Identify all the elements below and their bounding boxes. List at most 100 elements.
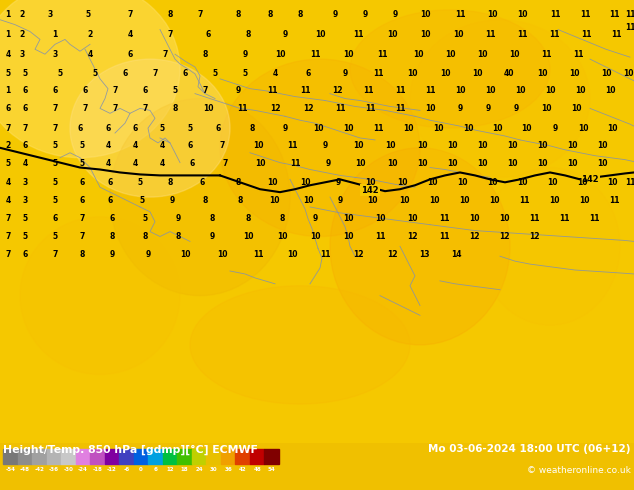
Text: 10: 10 [456, 178, 467, 187]
Text: 3: 3 [22, 196, 28, 204]
Text: 11: 11 [624, 10, 634, 19]
Bar [47, 449, 61, 464]
Text: 11: 11 [353, 30, 363, 39]
Text: 11: 11 [310, 49, 320, 59]
Bar [3, 449, 18, 464]
Text: 10: 10 [366, 196, 377, 204]
Text: 10: 10 [180, 250, 190, 259]
Text: 6: 6 [22, 86, 28, 95]
Text: 10: 10 [469, 214, 479, 223]
Text: 11: 11 [559, 214, 569, 223]
Text: 3: 3 [48, 10, 53, 19]
Text: 11: 11 [395, 104, 405, 113]
Text: 6: 6 [133, 123, 138, 133]
Text: 8: 8 [235, 178, 241, 187]
Text: 2: 2 [20, 30, 25, 39]
Text: 4: 4 [5, 178, 11, 187]
Text: 10: 10 [575, 86, 585, 95]
Text: 9: 9 [486, 104, 491, 113]
Text: 4: 4 [127, 30, 133, 39]
Text: 4: 4 [159, 141, 165, 150]
Text: 8: 8 [297, 10, 302, 19]
Text: 10: 10 [303, 196, 313, 204]
Text: 11: 11 [485, 30, 495, 39]
Text: 6: 6 [306, 70, 311, 78]
Text: 10: 10 [521, 123, 531, 133]
Text: 4: 4 [133, 141, 138, 150]
Text: 10: 10 [545, 86, 555, 95]
Text: 9: 9 [337, 196, 342, 204]
Text: 5: 5 [53, 141, 58, 150]
Bar [235, 449, 250, 464]
Text: 9: 9 [209, 232, 215, 241]
Text: 10: 10 [549, 196, 559, 204]
Text: 11: 11 [455, 10, 465, 19]
Ellipse shape [410, 20, 590, 177]
Text: -42: -42 [34, 466, 44, 472]
Text: 7: 7 [53, 104, 58, 113]
Text: 11: 11 [549, 30, 559, 39]
Text: -30: -30 [63, 466, 74, 472]
Text: 7: 7 [162, 49, 167, 59]
Text: 10: 10 [275, 49, 285, 59]
Text: -24: -24 [78, 466, 88, 472]
Text: 8: 8 [249, 123, 255, 133]
Text: 7: 7 [5, 123, 11, 133]
Text: 7: 7 [223, 159, 228, 168]
Text: 10: 10 [429, 196, 439, 204]
Text: 4: 4 [5, 196, 11, 204]
Text: 10: 10 [255, 159, 265, 168]
Ellipse shape [0, 0, 180, 158]
Ellipse shape [110, 98, 290, 295]
Text: 10: 10 [397, 178, 407, 187]
Text: 14: 14 [451, 250, 462, 259]
Text: 7: 7 [112, 86, 118, 95]
Text: 7: 7 [53, 250, 58, 259]
Text: 10: 10 [453, 30, 463, 39]
Text: 7: 7 [5, 214, 11, 223]
Text: 10: 10 [243, 232, 253, 241]
Text: 6: 6 [199, 178, 205, 187]
Text: 7: 7 [167, 30, 172, 39]
Text: 6: 6 [77, 123, 82, 133]
Text: 10: 10 [489, 196, 499, 204]
Text: 10: 10 [269, 196, 279, 204]
Text: 11: 11 [425, 86, 436, 95]
Text: 9: 9 [282, 123, 288, 133]
Text: 10: 10 [578, 123, 588, 133]
Text: 5: 5 [53, 159, 58, 168]
Text: 142: 142 [361, 186, 378, 195]
Text: 8: 8 [176, 232, 181, 241]
Text: 6: 6 [82, 86, 87, 95]
Text: 142: 142 [581, 175, 598, 184]
Text: 11: 11 [624, 23, 634, 32]
Text: 7: 7 [142, 104, 148, 113]
Text: 6: 6 [53, 86, 58, 95]
Text: 10: 10 [597, 159, 607, 168]
Text: 1: 1 [53, 30, 58, 39]
Text: 10: 10 [547, 178, 557, 187]
Text: 12: 12 [353, 250, 363, 259]
Text: 4: 4 [22, 159, 28, 168]
Text: 10: 10 [399, 196, 410, 204]
Text: 9: 9 [457, 104, 463, 113]
Text: 11: 11 [609, 196, 619, 204]
Text: 5: 5 [22, 214, 27, 223]
Text: 11: 11 [395, 86, 405, 95]
Text: 10: 10 [601, 70, 611, 78]
Text: 10: 10 [427, 178, 437, 187]
Text: 6: 6 [153, 466, 157, 472]
Bar [207, 449, 221, 464]
Text: 9: 9 [342, 70, 347, 78]
Text: 11: 11 [517, 30, 527, 39]
Text: 10: 10 [365, 178, 375, 187]
Text: 12: 12 [387, 250, 398, 259]
Text: 10: 10 [537, 159, 547, 168]
Text: 6: 6 [22, 141, 28, 150]
Text: 10: 10 [537, 70, 547, 78]
Text: 3: 3 [20, 49, 25, 59]
Text: 4: 4 [105, 141, 110, 150]
Text: 1: 1 [5, 86, 11, 95]
Text: 9: 9 [110, 250, 115, 259]
Text: 10: 10 [310, 232, 320, 241]
